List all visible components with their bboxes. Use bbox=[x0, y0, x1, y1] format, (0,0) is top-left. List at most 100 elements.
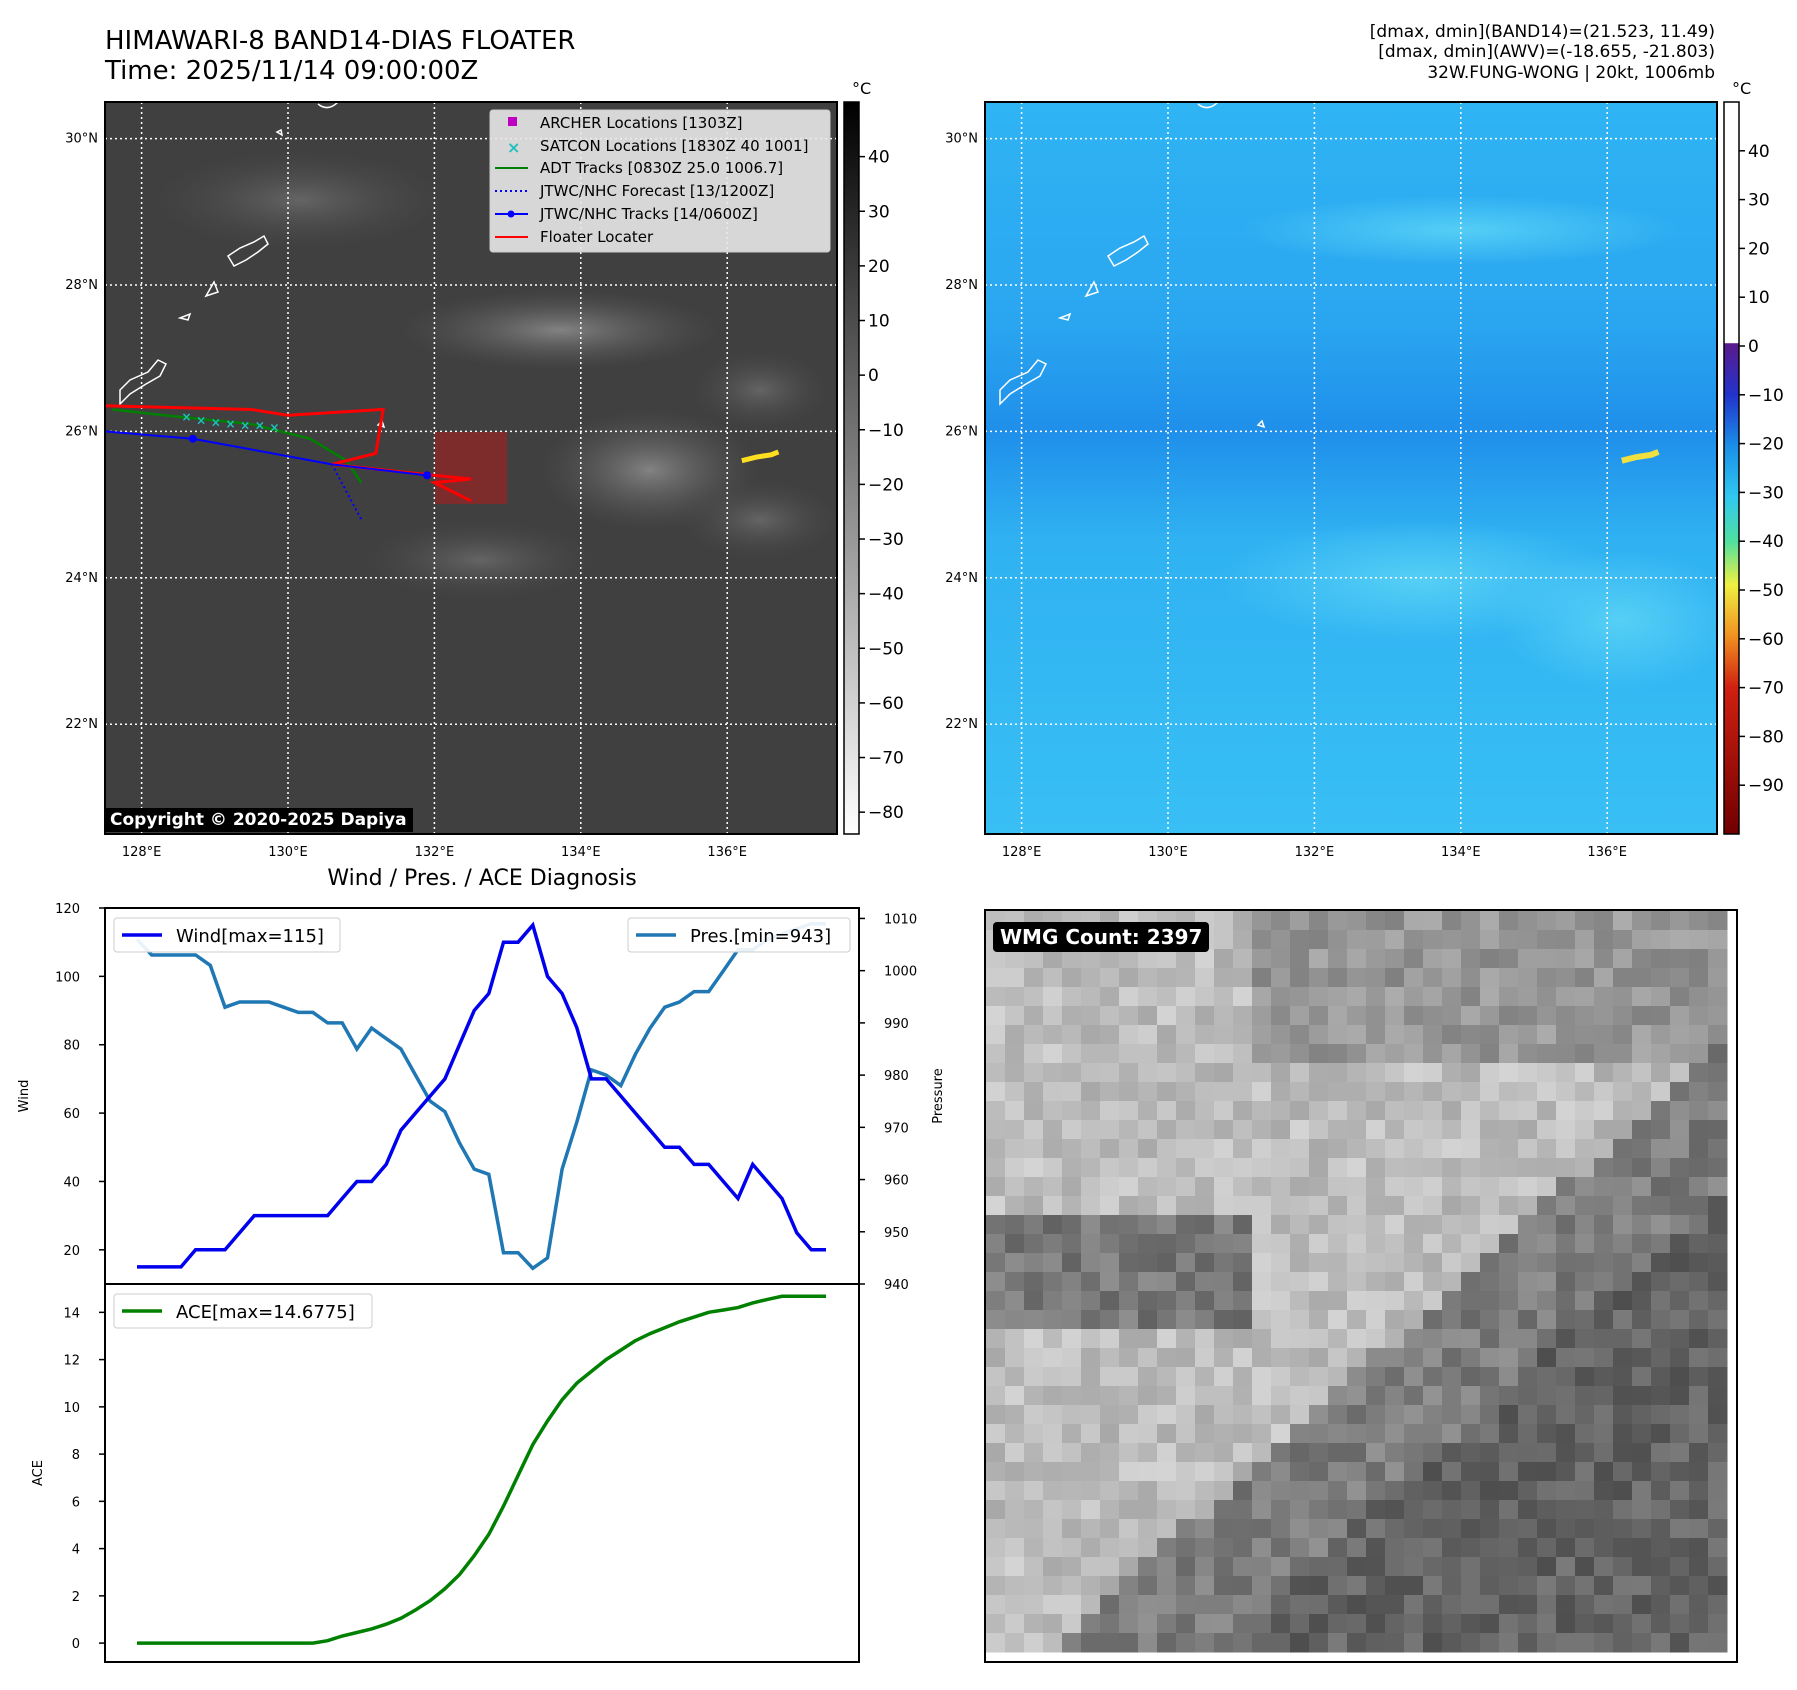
wmg-pixel bbox=[1290, 1405, 1310, 1425]
wmg-pixel bbox=[1670, 1120, 1690, 1140]
wmg-pixel bbox=[1005, 1348, 1025, 1368]
wmg-pixel bbox=[1651, 911, 1671, 931]
wmg-pixel bbox=[1328, 1329, 1348, 1349]
wmg-pixel bbox=[1556, 1158, 1576, 1178]
wmg-pixel bbox=[1233, 930, 1253, 950]
wmg-pixel bbox=[1632, 1253, 1652, 1273]
colorbar-tick-label: −80 bbox=[1748, 727, 1784, 747]
colorbar-tick-label: 40 bbox=[1748, 142, 1770, 162]
wmg-pixel bbox=[1081, 968, 1101, 988]
wmg-pixel bbox=[1613, 1405, 1633, 1425]
wmg-pixel bbox=[1081, 1101, 1101, 1121]
wmg-pixel bbox=[1062, 1253, 1082, 1273]
lat-tick-label: 28°N bbox=[65, 278, 98, 293]
wmg-pixel bbox=[1404, 987, 1424, 1007]
wmg-pixel bbox=[1518, 1291, 1538, 1311]
wmg-pixel bbox=[1442, 1386, 1462, 1406]
map-tick-labels: 128°E 130°E 132°E 134°E 136°E30°N28°N26°N24°… bbox=[65, 132, 747, 860]
wmg-pixel bbox=[1347, 949, 1367, 969]
wmg-pixel bbox=[1461, 1614, 1481, 1634]
lon-tick-label: 134°E bbox=[1441, 845, 1481, 860]
wmg-pixel bbox=[1347, 1348, 1367, 1368]
wmg-pixel bbox=[1423, 1481, 1443, 1501]
wmg-pixel bbox=[1062, 1063, 1082, 1083]
wmg-pixel bbox=[1005, 1519, 1025, 1539]
wmg-pixel bbox=[1005, 1101, 1025, 1121]
wmg-pixel bbox=[1062, 1538, 1082, 1558]
wmg-pixel bbox=[1499, 1443, 1519, 1463]
wmg-pixel bbox=[1157, 1291, 1177, 1311]
wmg-pixel bbox=[1347, 1177, 1367, 1197]
wmg-pixel bbox=[1271, 1443, 1291, 1463]
wmg-pixel bbox=[1556, 949, 1576, 969]
colorbar-tick-label: 10 bbox=[1748, 288, 1770, 308]
wmg-pixel bbox=[1138, 968, 1158, 988]
wmg-pixel bbox=[1480, 1177, 1500, 1197]
wmg-pixel bbox=[1632, 987, 1652, 1007]
wmg-pixel bbox=[1461, 1139, 1481, 1159]
wmg-pixel bbox=[1233, 1538, 1253, 1558]
wmg-pixel bbox=[1442, 1044, 1462, 1064]
wmg-pixel bbox=[1328, 1025, 1348, 1045]
wmg-pixel bbox=[1518, 1538, 1538, 1558]
axis-tick-label: 80 bbox=[63, 1039, 80, 1054]
wmg-pixel bbox=[1404, 1177, 1424, 1197]
wmg-pixel bbox=[1594, 1253, 1614, 1273]
wmg-pixel bbox=[1594, 911, 1614, 931]
wmg-pixel bbox=[1309, 1310, 1329, 1330]
wmg-pixel bbox=[1328, 1044, 1348, 1064]
wmg-pixel bbox=[1119, 1025, 1139, 1045]
wmg-pixel bbox=[1480, 1405, 1500, 1425]
wmg-pixel bbox=[1271, 1633, 1291, 1653]
wmg-pixel bbox=[1499, 1538, 1519, 1558]
wmg-pixel bbox=[1632, 1576, 1652, 1596]
wmg-pixel bbox=[1423, 1538, 1443, 1558]
wmg-pixel bbox=[1081, 1367, 1101, 1387]
wmg-pixel bbox=[1537, 1614, 1557, 1634]
right-title-line-3: 32W.FUNG-WONG | 20kt, 1006mb bbox=[1427, 63, 1715, 83]
wmg-pixel bbox=[1575, 1329, 1595, 1349]
wmg-pixel bbox=[986, 1196, 1006, 1216]
wmg-pixel bbox=[1214, 1101, 1234, 1121]
wmg-pixel bbox=[1461, 1329, 1481, 1349]
wmg-pixel bbox=[1613, 1139, 1633, 1159]
wmg-pixel bbox=[1062, 968, 1082, 988]
wmg-pixel bbox=[1252, 1234, 1272, 1254]
wmg-pixel bbox=[1214, 1158, 1234, 1178]
wmg-pixel bbox=[1632, 1367, 1652, 1387]
wmg-pixel bbox=[1366, 1044, 1386, 1064]
wmg-pixel bbox=[1404, 1158, 1424, 1178]
wmg-pixel bbox=[1594, 1272, 1614, 1292]
wmg-pixel bbox=[1043, 1633, 1063, 1653]
wmg-pixel bbox=[1613, 1082, 1633, 1102]
wmg-pixel bbox=[1594, 968, 1614, 988]
wmg-pixel bbox=[1214, 1044, 1234, 1064]
lon-tick-label: 130°E bbox=[268, 845, 308, 860]
wmg-pixel bbox=[1575, 1234, 1595, 1254]
wmg-pixel bbox=[1309, 911, 1329, 931]
wmg-pixel bbox=[1081, 1272, 1101, 1292]
wmg-pixel bbox=[1290, 1025, 1310, 1045]
wmg-pixel bbox=[1689, 1500, 1709, 1520]
wmg-pixel bbox=[1575, 1044, 1595, 1064]
wmg-pixel bbox=[1138, 1405, 1158, 1425]
wmg-pixel bbox=[1556, 1139, 1576, 1159]
wmg-pixel bbox=[1689, 1386, 1709, 1406]
wmg-pixel bbox=[1480, 1215, 1500, 1235]
wmg-pixel bbox=[1328, 1291, 1348, 1311]
wmg-pixel bbox=[1442, 930, 1462, 950]
wmg-pixel bbox=[1119, 1310, 1139, 1330]
wmg-pixel bbox=[1404, 1481, 1424, 1501]
wmg-pixel bbox=[1195, 987, 1215, 1007]
wmg-pixel bbox=[1708, 987, 1728, 1007]
wmg-pixel bbox=[1499, 1234, 1519, 1254]
wind-legend-label: Wind[max=115] bbox=[176, 926, 324, 947]
wmg-pixel bbox=[1575, 1158, 1595, 1178]
wmg-pixel bbox=[1252, 1253, 1272, 1273]
wmg-pixel bbox=[1043, 1215, 1063, 1235]
wmg-pixel bbox=[1271, 1063, 1291, 1083]
wmg-pixel bbox=[1537, 1348, 1557, 1368]
wmg-pixel bbox=[1366, 987, 1386, 1007]
wmg-pixel bbox=[1271, 911, 1291, 931]
wmg-pixel bbox=[1328, 1101, 1348, 1121]
